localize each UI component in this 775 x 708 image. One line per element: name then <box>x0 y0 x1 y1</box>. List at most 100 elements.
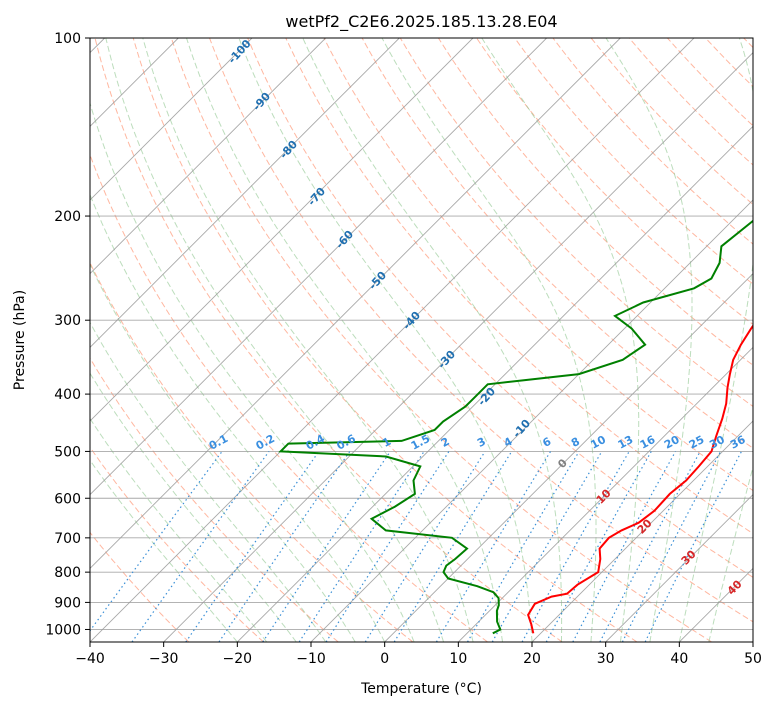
isotherm <box>752 641 753 642</box>
isotherm <box>90 38 400 348</box>
moist-adiabat <box>381 38 597 642</box>
isotherm <box>90 38 474 422</box>
y-axis-label: Pressure (hPa) <box>12 290 28 390</box>
isotherm <box>605 494 753 642</box>
isotherm <box>90 38 547 496</box>
temperature-profile <box>527 324 753 634</box>
isotherm <box>163 52 753 642</box>
moist-adiabat <box>678 38 753 642</box>
mixing-ratio-label: 4 <box>502 435 515 450</box>
dry-adiabat <box>769 25 775 642</box>
y-tick-label: 500 <box>54 444 81 460</box>
mixing-ratio-line <box>131 451 270 642</box>
y-tick-label: 900 <box>54 595 81 611</box>
mixing-ratio-line <box>185 451 320 642</box>
moist-adiabat <box>302 38 563 642</box>
y-tick-label: 700 <box>54 531 81 547</box>
mixing-ratio-label: 0.2 <box>254 432 277 453</box>
moist-adiabat <box>90 193 386 642</box>
moist-adiabat <box>90 459 238 642</box>
moist-adiabat <box>90 263 356 642</box>
background-lines <box>90 25 775 642</box>
mixing-ratio-line <box>262 451 391 642</box>
plot-frame <box>89 37 754 643</box>
mixing-ratio-label: 2 <box>439 435 452 450</box>
moist-adiabat <box>238 38 533 642</box>
dry-adiabat-label: -100 <box>226 37 254 66</box>
x-tick-label: −30 <box>149 651 179 667</box>
x-tick-label: 50 <box>744 651 762 667</box>
dewpoint-profile <box>278 219 753 635</box>
dry-adiabat <box>90 153 488 642</box>
y-tick-label: 600 <box>54 491 81 507</box>
x-tick-label: −20 <box>223 651 253 667</box>
mixing-ratio-label: 36 <box>728 433 748 452</box>
dry-adiabat <box>132 38 638 642</box>
isotherm <box>90 38 621 569</box>
isotherm <box>531 420 753 642</box>
dry-adiabat <box>590 38 753 206</box>
mixing-ratio-line <box>521 451 630 642</box>
mixing-ratio-label: 8 <box>569 435 582 450</box>
x-tick-label: 30 <box>597 651 615 667</box>
mixing-ratio-label: 13 <box>616 433 636 452</box>
moist-adiabat <box>605 38 693 642</box>
moist-adiabat <box>90 417 268 642</box>
mixing-ratio-label: 16 <box>638 433 658 452</box>
mixing-ratio-label: 1.5 <box>409 432 432 453</box>
dry-adiabat <box>90 446 264 642</box>
mixing-ratio-label: 0.4 <box>304 432 328 453</box>
moist-adiabat-label: 20 <box>635 516 655 536</box>
mixing-ratio-label: 10 <box>588 433 608 452</box>
x-tick-label: −10 <box>296 651 326 667</box>
moist-adiabat <box>90 321 327 642</box>
moist-adiabat <box>142 38 474 642</box>
mixing-ratio-line <box>572 451 677 642</box>
mixing-ratio-label: 0.1 <box>207 432 230 453</box>
mixing-ratio-line <box>298 451 425 642</box>
dry-adiabat <box>476 38 753 326</box>
moist-adiabat <box>186 38 503 642</box>
dry-adiabat <box>361 38 753 449</box>
isotherm <box>90 38 326 275</box>
isotherm <box>90 38 695 642</box>
y-tick-label: 400 <box>54 387 81 403</box>
isotherm <box>458 346 753 642</box>
mixing-ratio-line <box>218 451 351 642</box>
dry-adiabat <box>170 38 712 642</box>
x-tick-label: −40 <box>75 651 105 667</box>
dry-adiabat <box>90 261 414 642</box>
y-axis: 100 200 300 400 500 600 700 800 900 1000 <box>45 31 90 638</box>
y-tick-label: 800 <box>54 565 81 581</box>
y-tick-label: 300 <box>54 313 81 329</box>
mixing-ratio-line <box>393 451 513 642</box>
x-tick-label: 40 <box>670 651 688 667</box>
mixing-ratio-label: 0.6 <box>334 432 358 453</box>
mixing-ratio-label: 3 <box>475 435 488 450</box>
mixing-ratio-line <box>466 451 580 642</box>
y-tick-label: 200 <box>54 209 81 225</box>
dry-adiabat <box>90 531 190 642</box>
mixing-ratio-label: 25 <box>687 433 707 452</box>
isotherm <box>310 199 753 642</box>
dry-adiabat <box>666 38 753 127</box>
x-tick-label: 10 <box>449 651 467 667</box>
x-axis: −40 −30 −20 −10 0 10 20 30 40 50 <box>75 642 762 667</box>
mixing-ratio-label: 20 <box>662 433 682 452</box>
mixing-ratio-label: 6 <box>541 435 554 450</box>
moist-adiabat <box>90 372 297 642</box>
moist-adiabat <box>481 38 640 642</box>
dry-adiabat-label: -70 <box>305 185 328 209</box>
x-tick-label: 0 <box>380 651 389 667</box>
dry-adiabat-label: -10 <box>510 417 533 441</box>
mixing-ratio-line <box>325 451 450 642</box>
chart-title: wetPf2_C2E6.2025.185.13.28.E04 <box>285 12 557 32</box>
dry-adiabat <box>437 38 753 366</box>
x-tick-label: 20 <box>523 651 541 667</box>
dry-adiabat-label: -80 <box>277 138 300 162</box>
mixing-ratio-label: 30 <box>707 433 727 452</box>
mixing-ratio-line <box>90 451 223 632</box>
dry-adiabat <box>323 38 753 492</box>
dry-adiabat <box>285 38 753 535</box>
